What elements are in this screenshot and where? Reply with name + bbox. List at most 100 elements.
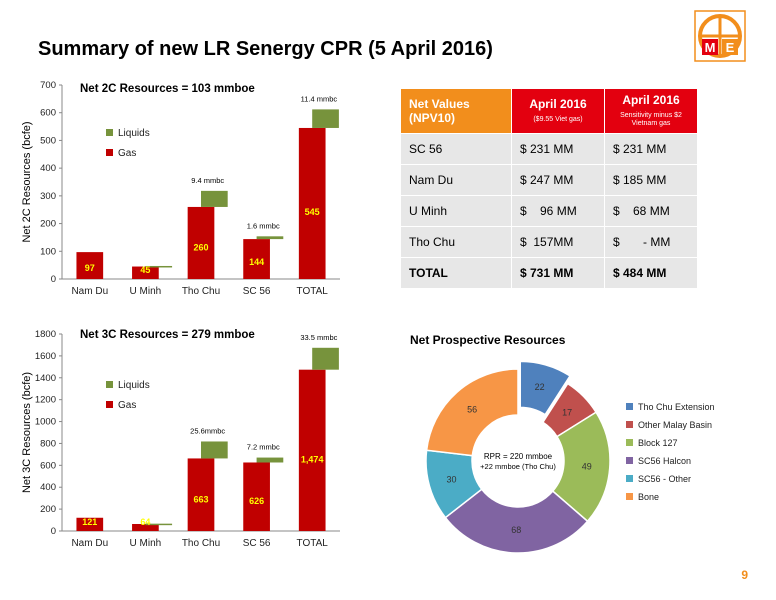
- x-tick-label: U Minh: [130, 286, 162, 297]
- npv-row-value: $ 247 MM: [511, 164, 605, 196]
- bar-gas: [298, 369, 326, 531]
- legend-label: Other Malay Basin: [638, 420, 712, 430]
- pie-slice: [519, 360, 572, 416]
- pie-data-label: 68: [511, 525, 521, 535]
- bar-annotation: 25.6mmbc: [190, 426, 225, 435]
- table-row: Tho Chu $ 157MM $ - MM: [400, 226, 698, 258]
- bar-liquids: [256, 457, 284, 463]
- npv-header-april-2016-sub: ($9.55 Viet gas): [533, 116, 583, 123]
- y-tick-label: 1800: [35, 329, 56, 340]
- pie-data-label: 49: [582, 461, 592, 471]
- y-tick-label: 0: [51, 526, 56, 537]
- bar-data-label: 663: [193, 494, 208, 504]
- legend-label: Tho Chu Extension: [638, 402, 715, 412]
- legend-swatch: [626, 457, 633, 464]
- table-row-total: TOTAL $ 731 MM $ 484 MM: [400, 257, 698, 289]
- x-tick-label: U Minh: [130, 538, 162, 549]
- npv-row-sensitivity: $ 185 MM: [604, 164, 698, 196]
- bar-data-label: 626: [249, 496, 264, 506]
- bar-liquids: [312, 347, 339, 370]
- npv-row-value: $ 731 MM: [511, 257, 605, 289]
- legend-swatch: [626, 421, 633, 428]
- legend-label: Liquids: [118, 380, 150, 391]
- y-axis-label: Net 2C Resources (bcfe): [21, 121, 33, 242]
- pie-slice: [444, 488, 589, 554]
- y-tick-label: 800: [40, 438, 56, 449]
- y-tick-label: 1400: [35, 373, 56, 384]
- npv-row-name: U Minh: [400, 195, 512, 227]
- legend-swatch: [106, 129, 113, 136]
- npv-header-sensitivity: April 2016 Sensitivity minus $2 Vietnam …: [604, 88, 698, 134]
- logo-letter-m: M: [705, 40, 716, 55]
- y-tick-label: 300: [40, 191, 56, 202]
- x-tick-label: TOTAL: [297, 538, 329, 549]
- legend-label: Gas: [118, 148, 136, 159]
- legend-swatch: [626, 475, 633, 482]
- bar-liquids: [145, 523, 173, 526]
- table-row: U Minh $ 96 MM $ 68 MM: [400, 195, 698, 227]
- bar-liquids: [256, 236, 284, 240]
- bar-liquids: [201, 190, 228, 207]
- y-tick-label: 1600: [35, 351, 56, 362]
- logo-letter-e: E: [726, 40, 735, 55]
- y-tick-label: 500: [40, 135, 56, 146]
- y-tick-label: 0: [51, 274, 56, 285]
- pie-center-text: RPR = 220 mmboe: [484, 452, 553, 461]
- legend-label: Bone: [638, 492, 659, 502]
- chart-title: Net 3C Resources = 279 mmboe: [80, 329, 255, 341]
- bar-gas: [132, 523, 159, 531]
- bar-annotation: 1.6 mmbc: [247, 221, 280, 230]
- net-prospective-resources-chart: Net Prospective Resources 22 Tho Chu Exten…: [410, 333, 715, 554]
- bar-data-label: 64: [140, 517, 150, 527]
- y-tick-label: 600: [40, 460, 56, 471]
- bar-data-label: 260: [193, 243, 208, 253]
- x-tick-label: Nam Du: [71, 286, 108, 297]
- legend-label: SC56 Halcon: [638, 456, 691, 466]
- legend-swatch: [626, 493, 633, 500]
- bar-gas: [187, 458, 215, 531]
- x-tick-label: Nam Du: [71, 538, 108, 549]
- npv-header-april-2016-title: April 2016: [529, 97, 587, 111]
- npv-row-sensitivity: $ 68 MM: [604, 195, 698, 227]
- bar-data-label: 97: [85, 263, 95, 273]
- npv-row-name: Nam Du: [400, 164, 512, 196]
- legend-label: Block 127: [638, 438, 678, 448]
- legend-swatch: [106, 381, 113, 388]
- legend-swatch: [106, 149, 113, 156]
- x-tick-label: SC 56: [243, 538, 271, 549]
- y-tick-label: 200: [40, 219, 56, 230]
- y-tick-label: 1200: [35, 395, 56, 406]
- pie-data-label: 22: [535, 382, 545, 392]
- net-3c-resources-chart: 0 200 400 600 800 1000 1200 1400 1600 1800 Net 3C …: [21, 329, 340, 549]
- pie-data-label: 30: [447, 475, 457, 485]
- y-tick-label: 700: [40, 80, 56, 91]
- npv-row-name: TOTAL: [400, 257, 512, 289]
- x-tick-label: Tho Chu: [182, 538, 220, 549]
- npv-row-name: SC 56: [400, 133, 512, 165]
- npv-table-header: Net Values (NPV10) April 2016 ($9.55 Vie…: [400, 88, 698, 134]
- bar-annotation: 9.4 mmbc: [191, 176, 224, 185]
- x-tick-label: Tho Chu: [182, 286, 220, 297]
- bar-liquids: [201, 441, 228, 459]
- legend-swatch: [106, 401, 113, 408]
- bar-data-label: 545: [305, 207, 320, 217]
- npv-header-april-2016: April 2016 ($9.55 Viet gas): [511, 88, 605, 134]
- pie-data-label: 17: [562, 408, 572, 418]
- pie-center-subtext: +22 mmboe (Tho Chu): [480, 462, 556, 471]
- legend-label: SC56 - Other: [638, 474, 691, 484]
- y-tick-label: 600: [40, 108, 56, 119]
- bar-gas: [76, 517, 104, 531]
- y-axis-label: Net 3C Resources (bcfe): [21, 372, 33, 493]
- bar-data-label: 121: [82, 517, 97, 527]
- x-tick-label: TOTAL: [297, 286, 329, 297]
- bar-gas: [243, 239, 270, 279]
- bar-data-label: 45: [140, 265, 150, 275]
- bar-annotation: 33.5 mmbc: [300, 333, 337, 342]
- npv-row-value: $ 231 MM: [511, 133, 605, 165]
- chart-title: Net Prospective Resources: [410, 333, 566, 347]
- npv-table: Net Values (NPV10) April 2016 ($9.55 Vie…: [400, 88, 698, 289]
- bar-gas: [298, 127, 326, 279]
- table-row: Nam Du $ 247 MM $ 185 MM: [400, 164, 698, 196]
- pie-slice: [425, 368, 519, 457]
- bar-gas: [243, 462, 270, 531]
